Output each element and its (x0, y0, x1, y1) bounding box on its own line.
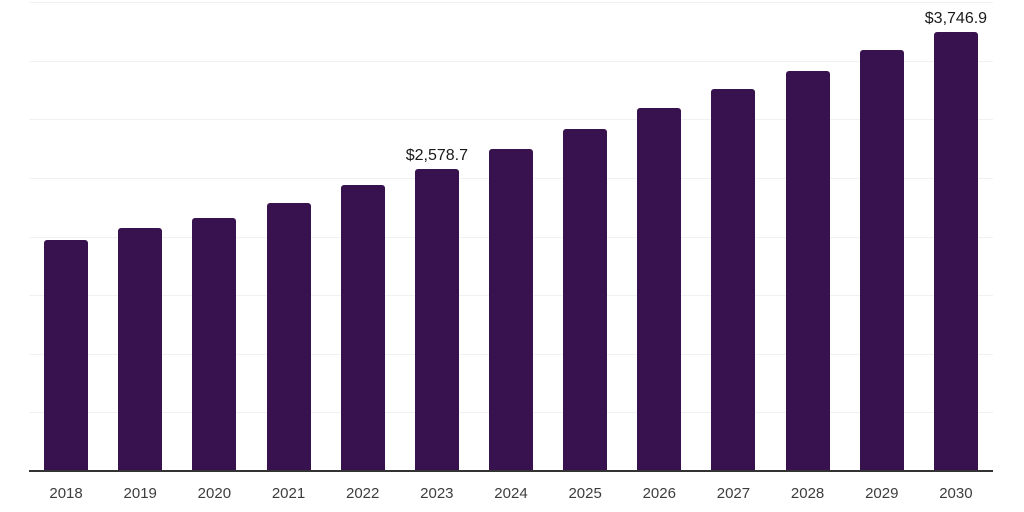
bar-2020 (192, 217, 237, 471)
bar-2022 (340, 185, 385, 471)
x-tick-label-2018: 2018 (49, 485, 83, 502)
x-tick-label-2029: 2029 (865, 485, 899, 502)
bar-value-label-2023: $2,578.7 (405, 146, 468, 164)
bar-2026 (637, 108, 682, 471)
x-tick-label-2020: 2020 (197, 485, 232, 502)
x-tick-label-2030: 2030 (939, 485, 973, 502)
gridline-4000 (29, 2, 993, 3)
x-tick-label-2024: 2024 (494, 485, 528, 502)
bar-value-label-2030: $3,746.9 (924, 9, 988, 27)
bar-2021 (266, 203, 311, 471)
bar-2029 (859, 50, 904, 471)
bar-2027 (711, 89, 756, 471)
bar-2024 (489, 148, 533, 471)
x-tick-label-2023: 2023 (420, 485, 454, 502)
x-tick-label-2022: 2022 (345, 485, 380, 502)
x-tick-label-2025: 2025 (568, 485, 602, 502)
x-tick-label-2019: 2019 (123, 485, 157, 502)
bar-2018 (44, 239, 89, 471)
bar-2028 (785, 70, 830, 471)
x-tick-label-2021: 2021 (271, 485, 306, 502)
gridline-3500 (29, 60, 993, 62)
x-axis-line (29, 470, 993, 472)
bar-2030 (933, 31, 978, 471)
bar-2025 (563, 128, 608, 471)
gridline-3000 (29, 119, 993, 121)
x-tick-label-2026: 2026 (642, 485, 676, 502)
x-tick-label-2027: 2027 (716, 485, 751, 502)
bar-2019 (118, 227, 163, 471)
x-tick-label-2028: 2028 (790, 485, 825, 502)
bar-2023 (414, 168, 459, 471)
